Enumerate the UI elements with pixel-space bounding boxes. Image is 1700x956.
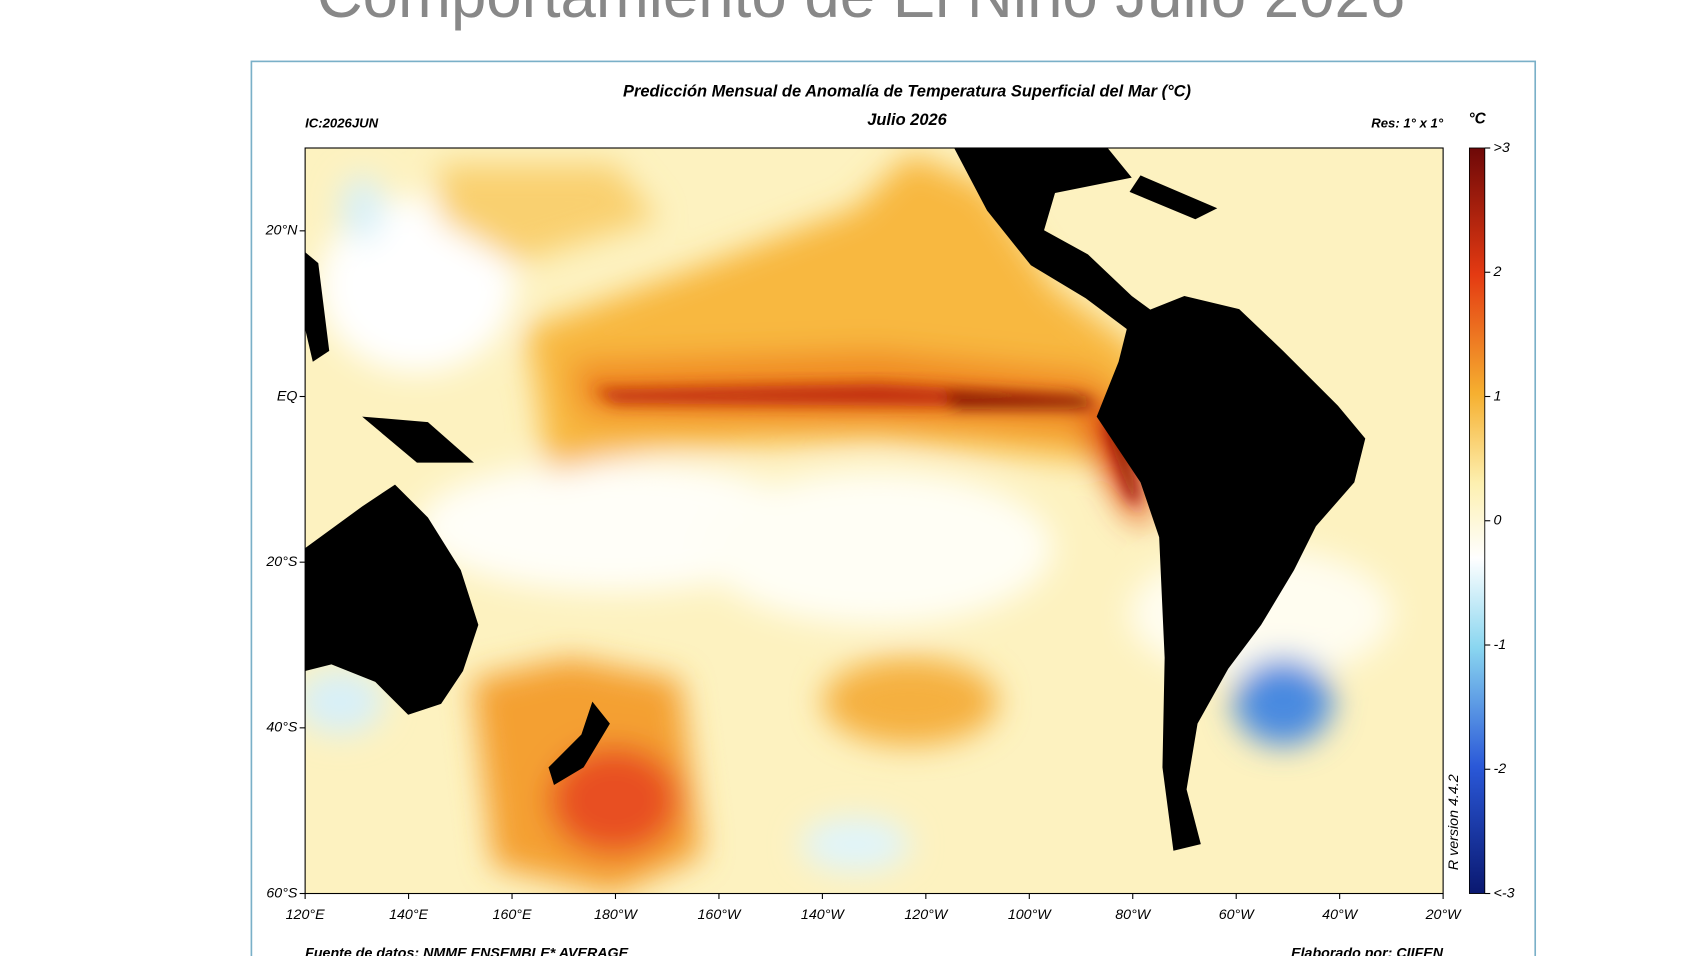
lon-tick-label: 120°E bbox=[286, 907, 325, 923]
colorbar-tick-label: 2 bbox=[1493, 264, 1502, 280]
source-label: Fuente de datos: NMME ENSEMBLE* AVERAGE bbox=[305, 946, 629, 956]
lon-tick-label: 160°E bbox=[493, 907, 532, 923]
colorbar-tick-label: 1 bbox=[1494, 388, 1502, 404]
colorbar-tick-label: >3 bbox=[1494, 140, 1510, 156]
lon-tick-label: 160°W bbox=[697, 907, 741, 923]
lat-tick-label: 60°S bbox=[266, 885, 298, 901]
map bbox=[305, 148, 1444, 894]
colorbar bbox=[1468, 147, 1486, 894]
lon-tick-label: 100°W bbox=[1008, 907, 1052, 923]
lon-tick-label: 180°W bbox=[594, 907, 638, 923]
unit-label: °C bbox=[1468, 111, 1486, 128]
version-label: R version 4.4.2 bbox=[1446, 774, 1462, 870]
colorbar-tick-label: 0 bbox=[1494, 513, 1502, 529]
lon-tick-label: 140°E bbox=[389, 907, 428, 923]
lat-tick-label: 40°S bbox=[266, 720, 298, 736]
lon-tick-label: 120°W bbox=[904, 907, 948, 923]
lon-tick-label: 40°W bbox=[1322, 907, 1359, 923]
land bbox=[305, 148, 1366, 851]
credit-label: Elaborado por: CIIFEN bbox=[1291, 946, 1444, 956]
colorbar-tick-label: -2 bbox=[1494, 761, 1507, 777]
resolution-label: Res: 1° x 1° bbox=[1371, 115, 1444, 130]
colorbar-tick-label: <-3 bbox=[1494, 885, 1515, 901]
lat-tick-label: 20°S bbox=[265, 554, 298, 570]
lon-tick-label: 60°W bbox=[1219, 907, 1256, 923]
slide-title: Comportamiento de El Niño Julio 2026 bbox=[317, 0, 1406, 31]
lat-tick-label: EQ bbox=[277, 388, 298, 404]
init-label: IC:2026JUN bbox=[305, 115, 379, 130]
map-title: Predicción Mensual de Anomalía de Temper… bbox=[623, 82, 1191, 100]
lat-tick-label: 20°N bbox=[265, 223, 299, 239]
lon-tick-label: 140°W bbox=[801, 907, 845, 923]
map-subtitle: Julio 2026 bbox=[867, 111, 947, 129]
map-border bbox=[304, 147, 1444, 895]
lon-tick-label: 20°W bbox=[1425, 907, 1463, 923]
lon-tick-label: 80°W bbox=[1115, 907, 1152, 923]
colorbar-tick-label: -1 bbox=[1494, 637, 1507, 653]
